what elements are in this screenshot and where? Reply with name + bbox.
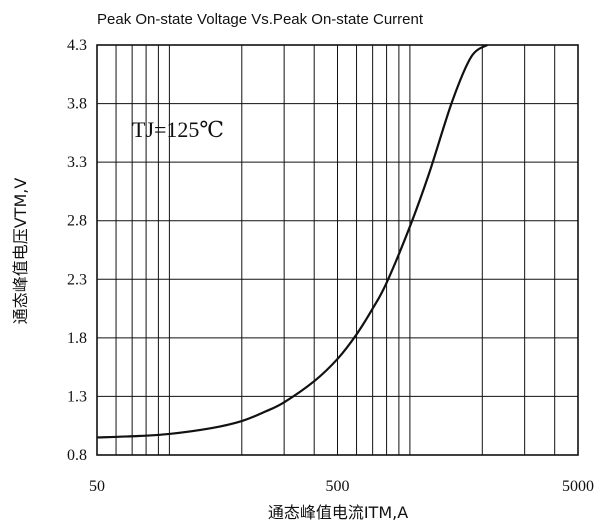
chart-title: Peak On-state Voltage Vs.Peak On-state C… [97, 11, 424, 28]
x-tick-label: 50 [89, 478, 105, 495]
plot-frame [96, 44, 579, 456]
y-tick-label: 3.3 [67, 154, 87, 171]
y-tick-label: 2.3 [67, 271, 87, 288]
temperature-annotation: TJ=125℃ [132, 117, 224, 142]
y-tick-label: 1.3 [67, 388, 87, 405]
series-line [96, 44, 489, 439]
y-tick-label: 1.8 [67, 330, 87, 347]
y-tick-label: 4.3 [67, 37, 87, 54]
grid [97, 44, 578, 456]
x-axis-label: 通态峰值电流ITM,A [268, 503, 408, 522]
y-tick-labels: 0.8 1.3 1.8 2.3 2.8 3.3 3.8 4.3 [67, 37, 87, 464]
y-axis-label: 通态峰值电压VTM,V [11, 178, 30, 325]
x-tick-label: 500 [326, 478, 350, 495]
y-tick-label: 3.8 [67, 96, 87, 113]
y-tick-label: 2.8 [67, 213, 87, 230]
x-tick-label: 5000 [562, 478, 594, 495]
x-tick-labels: 50 500 5000 [89, 478, 594, 495]
y-tick-label: 0.8 [67, 447, 87, 464]
